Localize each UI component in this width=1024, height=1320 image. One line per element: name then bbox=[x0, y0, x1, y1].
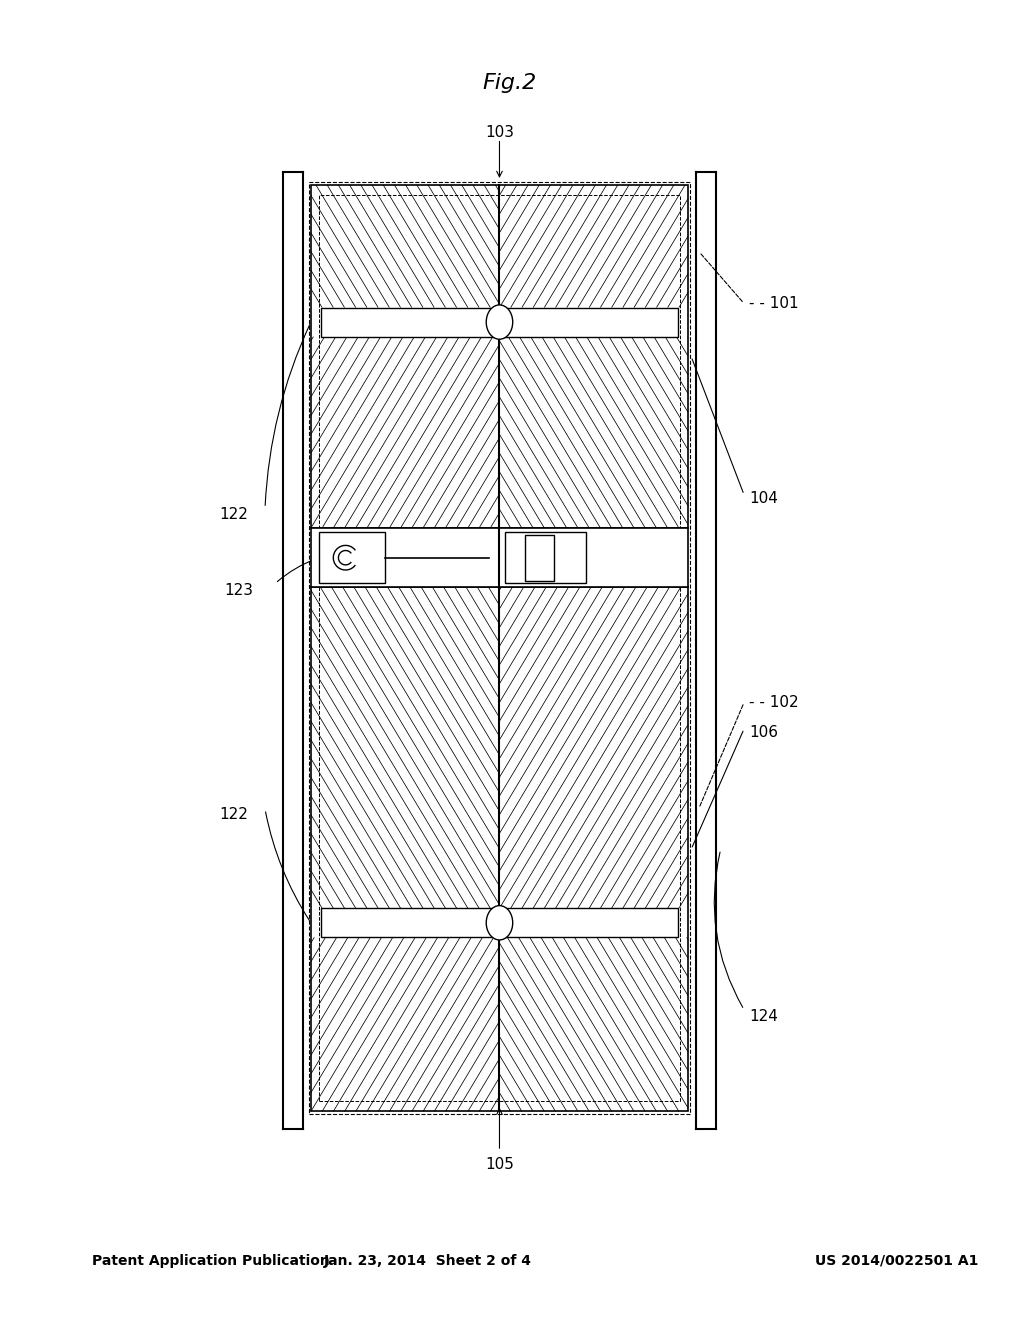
Bar bbox=[309, 182, 690, 1114]
Circle shape bbox=[486, 305, 513, 339]
Text: 103: 103 bbox=[485, 125, 514, 140]
Text: 122: 122 bbox=[219, 507, 248, 523]
Text: 104: 104 bbox=[750, 491, 778, 507]
Text: - - 101: - - 101 bbox=[750, 296, 799, 312]
Circle shape bbox=[486, 906, 513, 940]
Text: 106: 106 bbox=[750, 725, 778, 741]
Text: 105: 105 bbox=[485, 1156, 514, 1172]
Text: 123: 123 bbox=[224, 582, 253, 598]
Text: Fig.2: Fig.2 bbox=[482, 73, 537, 92]
Bar bbox=[311, 528, 688, 587]
Bar bbox=[311, 185, 688, 528]
Text: Patent Application Publication: Patent Application Publication bbox=[92, 1254, 330, 1269]
Text: US 2014/0022501 A1: US 2014/0022501 A1 bbox=[815, 1254, 979, 1269]
Bar bbox=[319, 195, 680, 1101]
Bar bbox=[322, 908, 678, 937]
Text: 124: 124 bbox=[750, 1008, 778, 1024]
Bar bbox=[505, 532, 586, 583]
Text: - - 102: - - 102 bbox=[750, 694, 799, 710]
Text: Jan. 23, 2014  Sheet 2 of 4: Jan. 23, 2014 Sheet 2 of 4 bbox=[325, 1254, 532, 1269]
Bar bbox=[311, 587, 688, 1111]
Bar bbox=[525, 535, 554, 581]
Bar bbox=[322, 308, 678, 337]
Bar bbox=[319, 532, 385, 583]
Text: 122: 122 bbox=[219, 807, 248, 822]
